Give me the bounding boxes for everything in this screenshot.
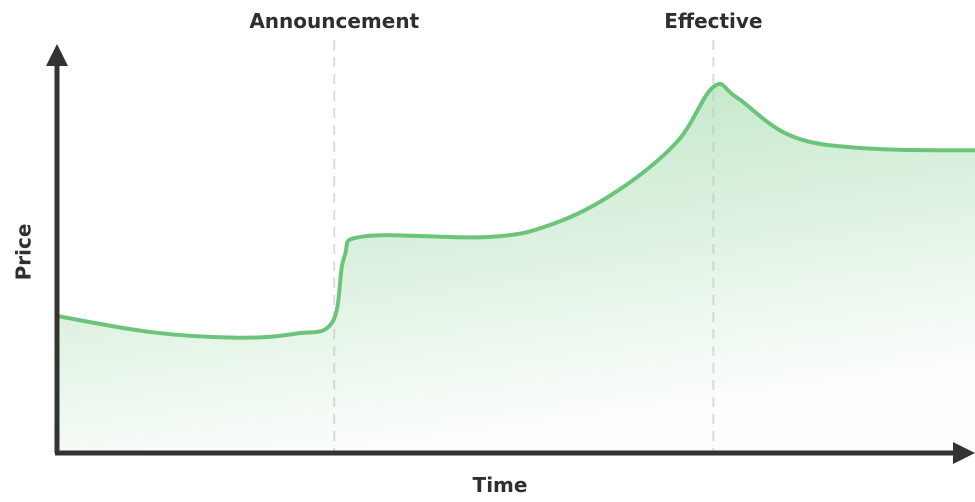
annotation-label: Effective — [664, 9, 762, 33]
x-axis-arrow — [953, 442, 975, 464]
price-area-fill — [57, 83, 975, 454]
annotation-label: Announcement — [249, 9, 419, 33]
y-axis-label: Price — [12, 224, 36, 281]
y-axis-arrow — [46, 44, 68, 66]
price-series-line — [55, 81, 975, 340]
x-axis-label: Time — [473, 473, 528, 497]
